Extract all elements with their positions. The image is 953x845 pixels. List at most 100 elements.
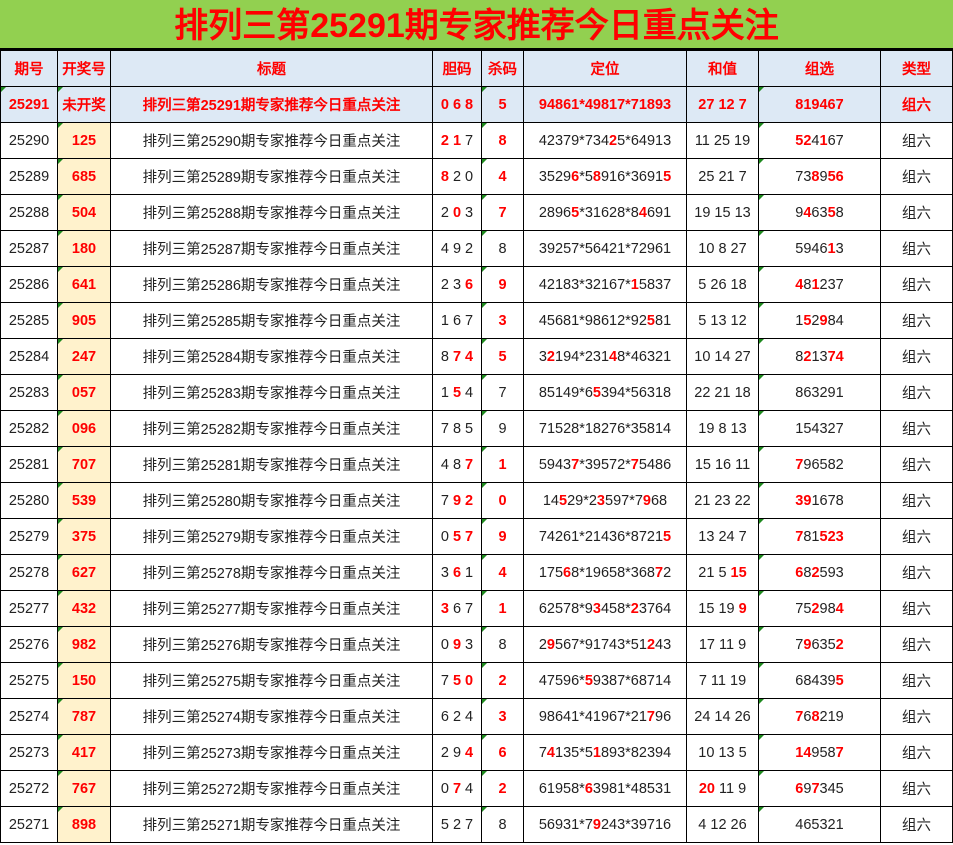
digits: 4 (461, 780, 474, 797)
digits: 7 (795, 636, 804, 653)
highlight-digits: 2 (609, 132, 618, 149)
type-cell: 组六 (880, 158, 953, 195)
digits: 84 (827, 312, 844, 329)
header-sha: 杀码 (481, 50, 524, 87)
period-cell: 25291 (0, 86, 58, 123)
highlight-digits: 4 (795, 276, 804, 293)
sum-cell: 21 23 22 (686, 482, 759, 519)
highlight-digits: 1 (827, 240, 836, 257)
sha-cell: 7 (481, 194, 524, 231)
table-row: 25280 539 排列三第25280期专家推荐今日重点关注 7 9 2 0 14529*… (0, 482, 953, 519)
period-cell: 25272 (0, 770, 58, 807)
dan-cell: 2 9 4 (432, 734, 482, 771)
position-cell: 98641*41967*21796 (523, 698, 687, 735)
table-row: 25274 787 排列三第25274期专家推荐今日重点关注 6 2 4 3 98641*… (0, 698, 953, 735)
header-sum: 和值 (686, 50, 759, 87)
dan-cell: 7 9 2 (432, 482, 482, 519)
highlight-digits: 2 (835, 636, 844, 653)
digits: *5 (579, 168, 593, 185)
table-body: 25291 未开奖 排列三第25291期专家推荐今日重点关注 0 6 8 5 94861*… (0, 86, 953, 843)
sha-cell: 7 (481, 374, 524, 411)
table-row: 25273 417 排列三第25273期专家推荐今日重点关注 2 9 4 6 74135*… (0, 734, 953, 771)
sha-cell: 6 (481, 734, 524, 771)
digits: 98 (819, 600, 836, 617)
digits: 2896 (538, 204, 572, 221)
sum-cell: 7 11 19 (686, 662, 759, 699)
dan-cell: 2 0 3 (432, 194, 482, 231)
digits: 0 (440, 780, 453, 797)
position-cell: 17568*19658*36872 (523, 554, 687, 591)
group-cell: 819467 (758, 86, 881, 123)
dan-cell: 1 6 7 (432, 302, 482, 339)
sha-cell: 4 (481, 158, 524, 195)
draw-cell: 707 (57, 446, 111, 483)
digits: 3 (461, 636, 474, 653)
title-cell: 排列三第25276期专家推荐今日重点关注 (110, 626, 433, 663)
period-cell: 25287 (0, 230, 58, 267)
period-cell: 25275 (0, 662, 58, 699)
digits: 3981*48531 (592, 780, 672, 797)
digits: 8 (440, 348, 453, 365)
type-cell: 组六 (880, 626, 953, 663)
highlight-digits: 1 (819, 132, 828, 149)
dan-cell: 2 1 7 (432, 122, 482, 159)
highlight-digits: 5 (827, 204, 836, 221)
title-cell: 排列三第25289期专家推荐今日重点关注 (110, 158, 433, 195)
period-cell: 25273 (0, 734, 58, 771)
sha-cell: 0 (481, 482, 524, 519)
digits: 61958* (538, 780, 585, 797)
type-cell: 组六 (880, 122, 953, 159)
group-cell: 152984 (758, 302, 881, 339)
digits: 8 (803, 564, 812, 581)
highlight-digits: 1 (592, 744, 601, 761)
draw-cell: 057 (57, 374, 111, 411)
highlight-digits: 2 (646, 636, 656, 653)
digits: 5*64913 (617, 132, 672, 149)
digits: 237 (819, 276, 844, 293)
highlight-digits: 7 (795, 528, 804, 545)
position-cell: 74135*51893*82394 (523, 734, 687, 771)
highlight-digits: 3 (596, 492, 605, 509)
highlight-digits: 7 (795, 708, 804, 725)
title-cell: 排列三第25287期专家推荐今日重点关注 (110, 230, 433, 267)
highlight-digits: 2 (630, 600, 639, 617)
group-cell: 946358 (758, 194, 881, 231)
highlight-digits: 5 (559, 492, 568, 509)
table-row: 25287 180 排列三第25287期专家推荐今日重点关注 4 9 2 8 39257*… (0, 230, 953, 267)
dan-cell: 5 2 7 (432, 806, 482, 843)
draw-cell: 905 (57, 302, 111, 339)
sum-cell: 10 8 27 (686, 230, 759, 267)
group-cell: 752984 (758, 590, 881, 627)
dan-cell: 4 8 7 (432, 446, 482, 483)
digits: 8 (835, 204, 844, 221)
digits: 3 (440, 564, 453, 581)
title-cell: 排列三第25281期专家推荐今日重点关注 (110, 446, 433, 483)
sha-cell: 2 (481, 662, 524, 699)
header-draw: 开奖号 (57, 50, 111, 87)
title-cell: 排列三第25277期专家推荐今日重点关注 (110, 590, 433, 627)
digits: 6 7 (448, 600, 474, 617)
position-cell: 39257*56421*72961 (523, 230, 687, 267)
highlight-digits: 3 (440, 600, 449, 617)
draw-cell: 417 (57, 734, 111, 771)
digits: 2 (811, 312, 820, 329)
digits: 9 (819, 168, 828, 185)
draw-cell: 539 (57, 482, 111, 519)
group-cell: 684395 (758, 662, 881, 699)
position-cell: 32194*23148*46321 (523, 338, 687, 375)
dan-cell: 0 5 7 (432, 518, 482, 555)
highlight-digits: 6 (795, 780, 804, 797)
digits: 8 (803, 276, 812, 293)
draw-cell: 未开奖 (57, 86, 111, 123)
title-cell: 排列三第25283期专家推荐今日重点关注 (110, 374, 433, 411)
position-cell: 94861*49817*71893 (523, 86, 687, 123)
highlight-digits: 2 (803, 348, 812, 365)
title-cell: 排列三第25288期专家推荐今日重点关注 (110, 194, 433, 231)
highlight-digits: 4 (465, 744, 474, 761)
highlight-digits: 5 (452, 384, 462, 401)
period-cell: 25280 (0, 482, 58, 519)
title-cell: 排列三第25274期专家推荐今日重点关注 (110, 698, 433, 735)
period-cell: 25286 (0, 266, 58, 303)
type-cell: 组六 (880, 662, 953, 699)
digits: 9 (795, 204, 804, 221)
